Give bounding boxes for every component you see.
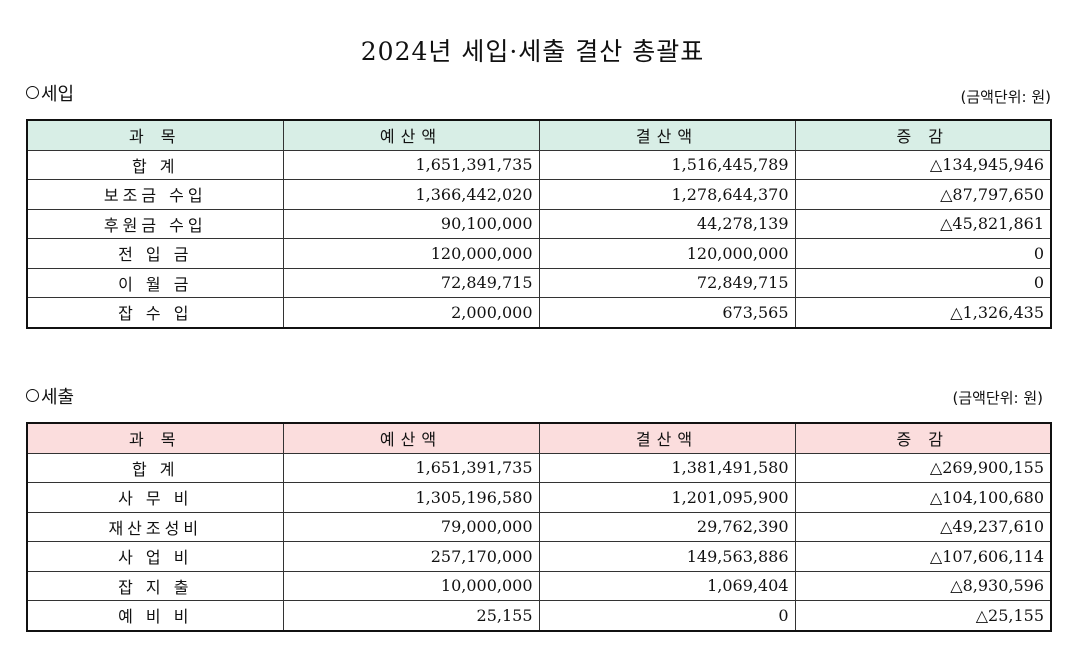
row-diff: △49,237,610: [794, 511, 1052, 542]
table-row: 보조금 수입 1,366,442,020 1,278,644,370 △87,7…: [26, 179, 1052, 210]
row-item: 합 계: [26, 149, 284, 180]
expense-unit-note: (금액단위: 원): [952, 389, 1043, 407]
row-diff: △87,797,650: [794, 179, 1052, 210]
income-header-settled: 결산액: [538, 119, 796, 151]
row-item: 후원금 수입: [26, 208, 284, 239]
row-item: 잡 지 출: [26, 570, 284, 601]
income-header-row: 과 목 예산액 결산액 증 감: [26, 119, 1052, 151]
row-settled: 1,381,491,580: [538, 452, 796, 483]
row-budget: 2,000,000: [282, 297, 540, 328]
row-budget: 1,305,196,580: [282, 482, 540, 513]
table-row: 합 계 1,651,391,735 1,381,491,580 △269,900…: [26, 452, 1052, 483]
row-item: 사 무 비: [26, 482, 284, 513]
row-item: 잡 수 입: [26, 297, 284, 328]
income-label: 세입: [41, 84, 75, 105]
row-diff: 0: [794, 267, 1052, 298]
table-row: 합 계 1,651,391,735 1,516,445,789 △134,945…: [26, 149, 1052, 180]
row-diff: △45,821,861: [794, 208, 1052, 239]
row-settled: 29,762,390: [538, 511, 796, 542]
income-header-budget: 예산액: [282, 119, 540, 151]
row-settled: 1,278,644,370: [538, 179, 796, 210]
row-settled: 1,516,445,789: [538, 149, 796, 180]
row-diff: △25,155: [794, 600, 1052, 631]
expense-header-budget: 예산액: [282, 422, 540, 454]
row-budget: 1,366,442,020: [282, 179, 540, 210]
row-diff: △107,606,114: [794, 541, 1052, 572]
row-budget: 1,651,391,735: [282, 149, 540, 180]
row-diff: △8,930,596: [794, 570, 1052, 601]
row-diff: △134,945,946: [794, 149, 1052, 180]
row-settled: 1,201,095,900: [538, 482, 796, 513]
row-diff: △1,326,435: [794, 297, 1052, 328]
row-budget: 79,000,000: [282, 511, 540, 542]
table-row: 이 월 금 72,849,715 72,849,715 0: [26, 267, 1052, 298]
table-row: 후원금 수입 90,100,000 44,278,139 △45,821,861: [26, 208, 1052, 239]
circle-bullet-icon: [26, 389, 39, 402]
expense-header-row: 과 목 예산액 결산액 증 감: [26, 422, 1052, 454]
row-diff: △104,100,680: [794, 482, 1052, 513]
table-row: 재산조성비 79,000,000 29,762,390 △49,237,610: [26, 511, 1052, 542]
row-settled: 0: [538, 600, 796, 631]
income-unit-note: (금액단위: 원): [960, 88, 1051, 106]
row-item: 합 계: [26, 452, 284, 483]
circle-bullet-icon: [26, 86, 39, 99]
table-row: 전 입 금 120,000,000 120,000,000 0: [26, 238, 1052, 269]
row-diff: 0: [794, 238, 1052, 269]
row-settled: 44,278,139: [538, 208, 796, 239]
table-row: 사 무 비 1,305,196,580 1,201,095,900 △104,1…: [26, 482, 1052, 513]
row-settled: 120,000,000: [538, 238, 796, 269]
expense-table: 과 목 예산액 결산액 증 감 합 계 1,651,391,735 1,381,…: [26, 422, 1052, 632]
expense-section-label: 세출: [26, 383, 74, 409]
row-item: 전 입 금: [26, 238, 284, 269]
row-budget: 25,155: [282, 600, 540, 631]
table-row: 잡 수 입 2,000,000 673,565 △1,326,435: [26, 297, 1052, 328]
row-item: 이 월 금: [26, 267, 284, 298]
table-row: 잡 지 출 10,000,000 1,069,404 △8,930,596: [26, 570, 1052, 601]
row-settled: 1,069,404: [538, 570, 796, 601]
row-item: 보조금 수입: [26, 179, 284, 210]
row-budget: 1,651,391,735: [282, 452, 540, 483]
page-title: 2024년 세입·세출 결산 총괄표: [360, 37, 705, 66]
expense-header-settled: 결산액: [538, 422, 796, 454]
income-header-item: 과 목: [26, 119, 284, 151]
row-budget: 120,000,000: [282, 238, 540, 269]
expense-header-item: 과 목: [26, 422, 284, 454]
table-row: 예 비 비 25,155 0 △25,155: [26, 600, 1052, 631]
row-item: 재산조성비: [26, 511, 284, 542]
row-diff: △269,900,155: [794, 452, 1052, 483]
table-row: 사 업 비 257,170,000 149,563,886 △107,606,1…: [26, 541, 1052, 572]
row-budget: 72,849,715: [282, 267, 540, 298]
income-table: 과 목 예산액 결산액 증 감 합 계 1,651,391,735 1,516,…: [26, 119, 1052, 329]
row-settled: 149,563,886: [538, 541, 796, 572]
row-item: 사 업 비: [26, 541, 284, 572]
income-header-diff: 증 감: [794, 119, 1052, 151]
row-budget: 90,100,000: [282, 208, 540, 239]
row-settled: 72,849,715: [538, 267, 796, 298]
row-budget: 257,170,000: [282, 541, 540, 572]
row-settled: 673,565: [538, 297, 796, 328]
expense-label: 세출: [41, 387, 75, 408]
income-section-label: 세입: [26, 80, 74, 106]
expense-header-diff: 증 감: [794, 422, 1052, 454]
row-item: 예 비 비: [26, 600, 284, 631]
row-budget: 10,000,000: [282, 570, 540, 601]
